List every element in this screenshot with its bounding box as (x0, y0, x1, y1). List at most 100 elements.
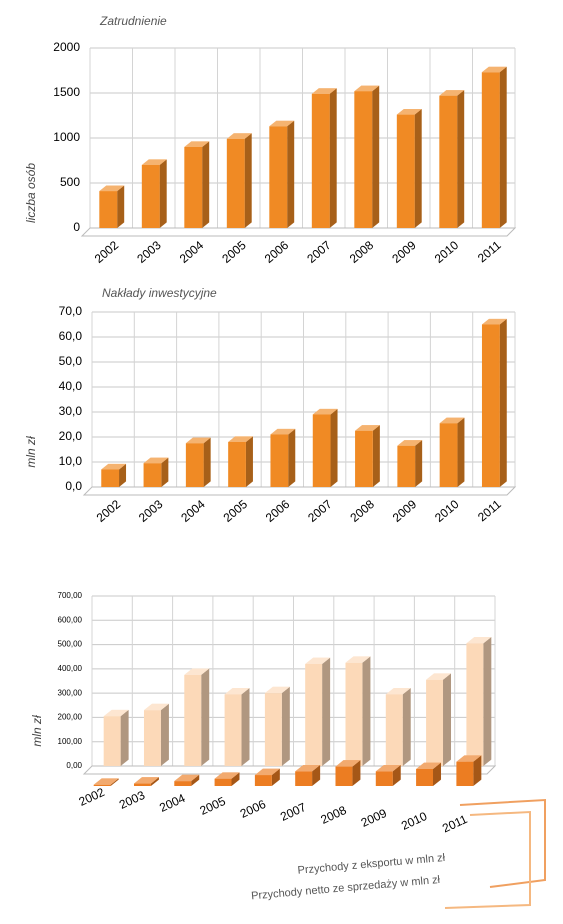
bar-top-shade (143, 703, 169, 711)
bar (439, 95, 458, 228)
y-tick-label: 50,0 (59, 354, 83, 368)
bar (99, 191, 118, 228)
bar-top (254, 768, 280, 776)
x-tick-label: 2005 (198, 794, 228, 818)
bar-side (241, 687, 250, 766)
bar-side (352, 760, 361, 786)
bar (101, 469, 120, 487)
bar (226, 138, 245, 228)
bar (143, 710, 161, 766)
bar-top-shade (345, 656, 371, 663)
bar-top-shade (103, 709, 129, 717)
y-axis-title: mln zł (30, 715, 44, 747)
bar-side-shade (271, 768, 280, 786)
bar-side-shade (201, 668, 210, 766)
bar (416, 769, 434, 786)
bar (466, 643, 484, 766)
bar-side-shade (433, 762, 442, 786)
bar-top-shade (311, 88, 337, 94)
y-tick-label: 30,0 (59, 404, 83, 418)
bar-top (228, 436, 253, 442)
y-tick-label: 10,0 (59, 454, 83, 468)
x-tick-label: 2003 (134, 238, 164, 266)
y-tick-label: 1000 (53, 130, 80, 144)
bar-top (184, 668, 210, 675)
bar-top-shade (214, 772, 240, 779)
bar (335, 766, 353, 786)
bar-side-shade (392, 765, 401, 786)
x-tick-label: 2007 (304, 238, 334, 266)
chart-title: Nakłady inwestycyjne (102, 286, 217, 300)
bar-top-shade (133, 777, 159, 784)
bar-side (119, 463, 127, 487)
x-tick-label: 2008 (318, 803, 348, 827)
bar-side (457, 417, 465, 487)
x-tick-label: 2005 (221, 497, 251, 525)
bar-side (244, 133, 252, 228)
bar-side-shade (120, 709, 129, 766)
bar (426, 679, 444, 766)
bar-top (385, 687, 411, 695)
bar-top-shade (426, 673, 452, 680)
bar-side-shade (281, 686, 290, 766)
bar-top-shade (93, 778, 119, 785)
bar-top-shade (396, 109, 422, 115)
bar-top-shade (185, 437, 211, 444)
bar-side (473, 755, 482, 786)
bar (184, 147, 203, 228)
bar-top-shade (226, 133, 252, 139)
y-tick-label: 200,00 (58, 713, 83, 722)
bar-side (191, 774, 200, 786)
legend-label: Przychody netto ze sprzedaży w mln zł (251, 874, 441, 903)
bar-side-shade (443, 673, 452, 766)
bar-side (110, 778, 119, 786)
bar-side-shade (402, 687, 411, 766)
x-tick-label: 2009 (390, 497, 420, 525)
bar-side (392, 765, 401, 786)
bar (396, 114, 415, 228)
bar-top-shade (385, 687, 411, 695)
bar (103, 716, 121, 766)
bar-side (457, 90, 465, 228)
bar-side-shade (322, 657, 331, 766)
bar (354, 91, 373, 228)
bar (375, 771, 393, 786)
bar-side (312, 765, 321, 786)
bar (214, 778, 232, 786)
bar-top-shade (269, 120, 295, 127)
y-tick-label: 70,0 (59, 304, 83, 318)
bar-top-shade (184, 668, 210, 675)
x-tick-label: 2010 (432, 238, 462, 266)
x-tick-label: 2005 (219, 238, 249, 266)
y-tick-label: 60,0 (59, 329, 83, 343)
bar-side (414, 109, 422, 228)
y-axis-title: mln zł (24, 436, 38, 468)
y-tick-label: 700,00 (58, 591, 83, 600)
bar (184, 674, 202, 766)
bar-top (184, 141, 210, 147)
legend-label: Przychody z eksportu w mln zł (297, 852, 446, 877)
bar-side-shade (160, 703, 169, 766)
bar (270, 434, 289, 487)
bar (312, 414, 331, 487)
y-tick-label: 0 (73, 220, 80, 234)
bar-top (224, 687, 250, 695)
bar-top-shade (354, 85, 380, 92)
bar (228, 442, 246, 487)
bar (295, 771, 313, 786)
bar-side (150, 777, 159, 786)
bar-top (312, 408, 338, 415)
bar-side-shade (241, 687, 250, 766)
y-tick-label: 400,00 (58, 664, 83, 673)
bar-top-shade (174, 774, 200, 782)
bar (264, 693, 282, 766)
bar-side-shade (119, 463, 127, 487)
x-tick-label: 2011 (440, 812, 470, 836)
bar-top (397, 440, 423, 446)
bar-top-shade (481, 66, 507, 73)
bar-side (372, 425, 380, 487)
y-tick-label: 0,00 (66, 761, 82, 770)
bar-top (270, 428, 296, 435)
bar-side (161, 457, 169, 487)
bar-top (133, 777, 159, 784)
